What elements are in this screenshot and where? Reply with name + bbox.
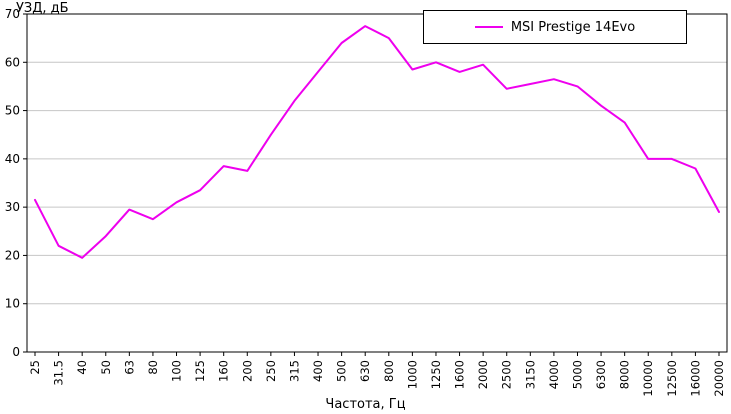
x-tick-label: 25 xyxy=(28,360,42,375)
legend-label: MSI Prestige 14Evo xyxy=(510,19,636,35)
x-tick-label: 315 xyxy=(287,360,301,382)
y-tick-label: 60 xyxy=(5,55,20,69)
x-tick-label: 16000 xyxy=(688,360,702,397)
x-tick-label: 200 xyxy=(240,360,254,382)
x-tick-label: 630 xyxy=(358,360,372,382)
x-tick-label: 1600 xyxy=(453,360,467,389)
x-tick-label: 12500 xyxy=(665,360,679,397)
y-tick-label: 10 xyxy=(5,297,20,311)
x-tick-label: 800 xyxy=(382,360,396,382)
x-tick-label: 4000 xyxy=(547,360,561,389)
x-tick-label: 50 xyxy=(99,360,113,375)
x-tick-label: 100 xyxy=(170,360,184,382)
x-tick-label: 160 xyxy=(217,360,231,382)
x-tick-label: 10000 xyxy=(641,360,655,397)
x-tick-label: 1250 xyxy=(429,360,443,389)
legend-line-sample xyxy=(474,26,503,28)
x-tick-label: 5000 xyxy=(570,360,584,389)
y-tick-label: 50 xyxy=(5,104,20,118)
x-axis-title: Частота, Гц xyxy=(325,397,406,412)
y-axis-title: УЗД, дБ xyxy=(16,1,69,16)
x-tick-label: 6300 xyxy=(594,360,608,389)
legend: MSI Prestige 14Evo xyxy=(423,10,687,44)
y-tick-label: 20 xyxy=(5,248,20,262)
x-tick-label: 500 xyxy=(335,360,349,382)
y-tick-label: 40 xyxy=(5,152,20,166)
series-line xyxy=(34,25,720,259)
x-tick-label: 400 xyxy=(311,360,325,382)
y-tick-label: 0 xyxy=(12,345,20,359)
x-tick-label: 250 xyxy=(264,360,278,382)
x-tick-label: 31.5 xyxy=(52,360,66,386)
x-tick-label: 40 xyxy=(75,360,89,375)
x-tick-label: 125 xyxy=(193,360,207,382)
x-tick-label: 2500 xyxy=(500,360,514,389)
x-tick-label: 8000 xyxy=(618,360,632,389)
x-tick-label: 80 xyxy=(146,360,160,375)
y-tick-label: 70 xyxy=(5,7,20,21)
x-tick-label: 20000 xyxy=(712,360,726,397)
x-tick-label: 2000 xyxy=(476,360,490,389)
x-tick-label: 63 xyxy=(122,360,136,375)
x-tick-label: 1000 xyxy=(405,360,419,389)
plot-border xyxy=(26,13,728,353)
x-tick-label: 3150 xyxy=(523,360,537,389)
y-tick-label: 30 xyxy=(5,200,20,214)
